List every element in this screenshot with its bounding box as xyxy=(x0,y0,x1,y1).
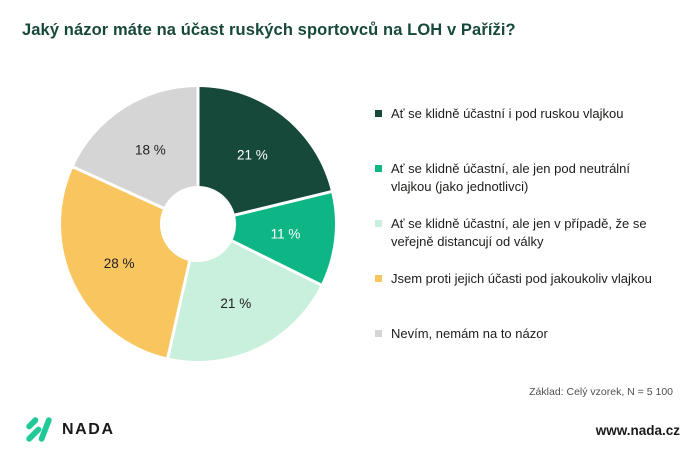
slice-separator xyxy=(71,165,166,211)
website-url: www.nada.cz xyxy=(595,423,680,438)
legend-label: Ať se klidně účastní i pod ruskou vlajko… xyxy=(391,106,624,121)
donut-chart: 21 % 11 % 21 % 28 % 18 % xyxy=(61,86,336,361)
legend-item: Ať se klidně účastní i pod ruskou vlajko… xyxy=(375,105,667,160)
slice-percentage-label: 11 % xyxy=(271,226,301,241)
donut-slice xyxy=(167,240,321,361)
donut-slice xyxy=(61,167,190,358)
donut-slice xyxy=(198,87,332,216)
slice-percentage-label: 21 % xyxy=(237,148,268,163)
page-title: Jaký názor máte na účast ruských sportov… xyxy=(22,21,516,39)
legend-item: Jsem proti jejich účasti pod jakoukoliv … xyxy=(375,270,667,325)
logo-strokes xyxy=(26,417,52,442)
legend-label: Ať se klidně účastní, ale jen pod neutrá… xyxy=(391,161,631,194)
slice-separator xyxy=(229,238,323,287)
slice-percentage-label: 18 % xyxy=(135,143,166,158)
sample-footnote: Základ: Celý vzorek, N = 5 100 xyxy=(529,386,673,398)
legend-item: Ať se klidně účastní, ale jen pod neutrá… xyxy=(375,160,667,215)
donut-slice xyxy=(232,191,336,285)
legend-marker xyxy=(375,165,382,172)
slice-separator xyxy=(166,258,192,359)
legend-marker xyxy=(375,220,382,227)
legend-item: Nevím, nemám na to názor xyxy=(375,325,667,343)
legend-item: Ať se klidně účastní, ale jen v případě,… xyxy=(375,215,667,270)
slice-separator xyxy=(232,190,333,217)
slice-percentage-label: 21 % xyxy=(220,296,251,311)
legend-label: Jsem proti jejich účasti pod jakoukoliv … xyxy=(391,271,652,286)
legend-marker xyxy=(375,275,382,282)
legend-marker xyxy=(375,110,382,117)
legend-marker xyxy=(375,330,382,337)
brand-name: NADA xyxy=(62,420,115,438)
legend: Ať se klidně účastní i pod ruskou vlajko… xyxy=(375,105,667,343)
brand-logo: NADA xyxy=(24,416,115,443)
donut-slice xyxy=(73,86,198,209)
slice-percentage-label: 28 % xyxy=(104,256,135,271)
legend-label: Nevím, nemám na to názor xyxy=(391,326,548,341)
legend-label: Ať se klidně účastní, ale jen v případě,… xyxy=(391,216,647,249)
nada-logo-icon xyxy=(26,417,52,442)
